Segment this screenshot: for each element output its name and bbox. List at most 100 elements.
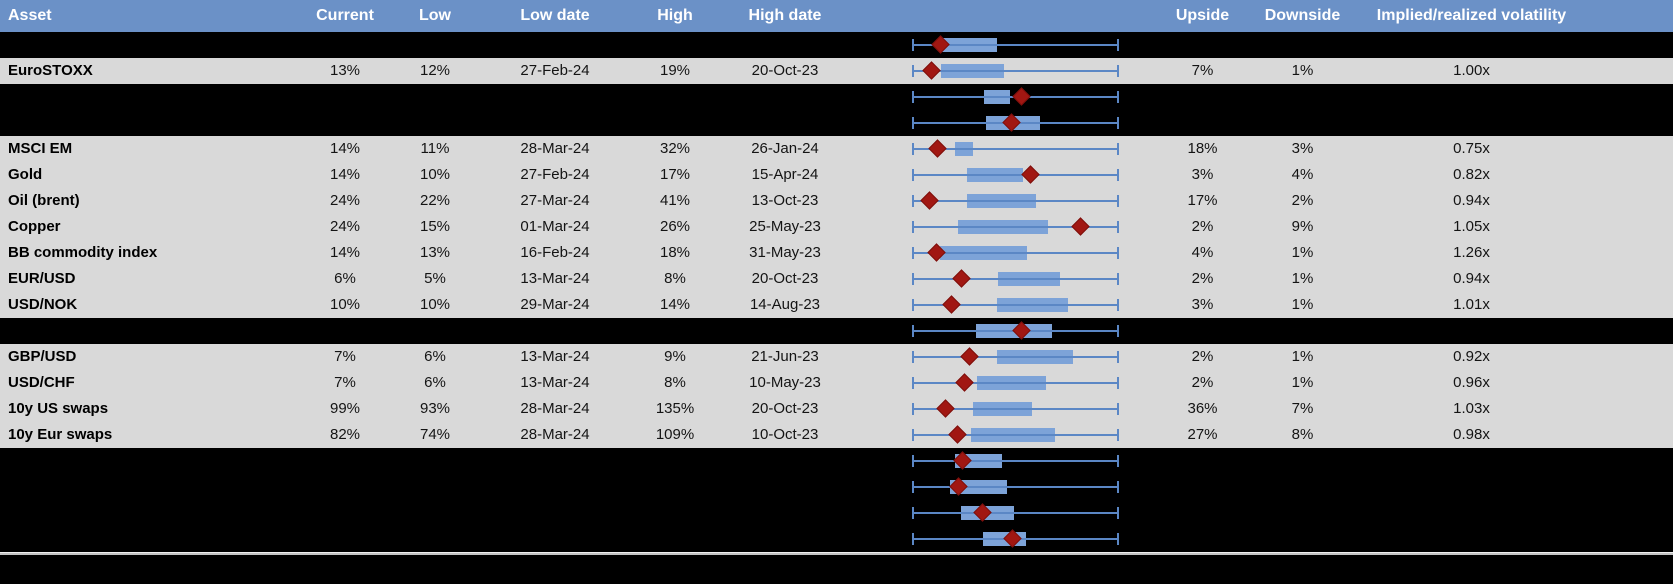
cell-high-date[interactable] <box>710 84 860 110</box>
cell-asset[interactable] <box>0 84 290 110</box>
cell-boxplot[interactable] <box>860 292 1160 318</box>
cell-low[interactable]: 93% <box>419 400 451 417</box>
cell-downside[interactable] <box>1245 32 1360 58</box>
cell-high[interactable]: 19% <box>659 62 691 79</box>
cell-low[interactable] <box>400 474 470 500</box>
cell-implied-realized[interactable] <box>1360 84 1673 110</box>
cell-asset[interactable]: MSCI EM <box>8 140 73 157</box>
cell-boxplot[interactable] <box>860 266 1160 292</box>
cell-downside[interactable]: 8% <box>1291 426 1314 443</box>
cell-current[interactable]: 24% <box>329 192 361 209</box>
cell-boxplot[interactable] <box>860 240 1160 266</box>
cell-current[interactable] <box>290 500 400 526</box>
cell-low-date[interactable]: 28-Mar-24 <box>520 140 590 157</box>
cell-high[interactable]: 18% <box>659 244 691 261</box>
cell-asset[interactable] <box>0 110 290 136</box>
cell-boxplot[interactable] <box>860 422 1160 448</box>
cell-boxplot[interactable] <box>860 396 1160 422</box>
cell-low[interactable] <box>400 526 470 552</box>
cell-low-date[interactable]: 13-Mar-24 <box>520 374 590 391</box>
cell-high-date[interactable]: 20-Oct-23 <box>751 62 819 79</box>
cell-upside[interactable]: 17% <box>1187 192 1218 209</box>
cell-implied-realized[interactable]: 1.05x <box>1453 218 1490 235</box>
cell-current[interactable] <box>290 318 400 344</box>
cell-downside[interactable]: 1% <box>1291 296 1314 313</box>
cell-high[interactable] <box>640 448 710 474</box>
cell-low-date[interactable] <box>470 448 640 474</box>
cell-upside[interactable] <box>1160 448 1245 474</box>
cell-low-date[interactable] <box>470 318 640 344</box>
cell-high[interactable]: 8% <box>664 270 686 287</box>
cell-high-date[interactable] <box>710 32 860 58</box>
cell-low[interactable]: 13% <box>419 244 451 261</box>
cell-boxplot[interactable] <box>860 136 1160 162</box>
cell-current[interactable]: 10% <box>329 296 361 313</box>
cell-downside[interactable]: 1% <box>1291 62 1314 79</box>
cell-upside[interactable]: 2% <box>1191 218 1214 235</box>
cell-downside[interactable] <box>1245 474 1360 500</box>
cell-boxplot[interactable] <box>860 110 1160 136</box>
cell-upside[interactable] <box>1160 84 1245 110</box>
cell-implied-realized[interactable] <box>1360 500 1673 526</box>
cell-high-date[interactable] <box>710 448 860 474</box>
cell-current[interactable]: 82% <box>329 426 361 443</box>
cell-downside[interactable]: 1% <box>1291 348 1314 365</box>
cell-low[interactable]: 5% <box>424 270 446 287</box>
cell-low-date[interactable]: 27-Feb-24 <box>520 166 590 183</box>
cell-downside[interactable] <box>1245 84 1360 110</box>
cell-high[interactable] <box>640 32 710 58</box>
cell-asset[interactable]: 10y US swaps <box>8 400 109 417</box>
cell-low[interactable]: 15% <box>419 218 451 235</box>
cell-low[interactable] <box>400 448 470 474</box>
cell-low[interactable]: 10% <box>419 296 451 313</box>
header-high-date[interactable]: High date <box>748 7 822 24</box>
cell-asset[interactable] <box>0 474 290 500</box>
cell-low[interactable] <box>400 500 470 526</box>
cell-high-date[interactable] <box>710 474 860 500</box>
cell-downside[interactable]: 1% <box>1291 374 1314 391</box>
cell-implied-realized[interactable]: 0.92x <box>1453 348 1490 365</box>
cell-asset[interactable] <box>0 448 290 474</box>
cell-downside[interactable]: 1% <box>1291 244 1314 261</box>
cell-implied-realized[interactable]: 0.98x <box>1453 426 1490 443</box>
cell-low-date[interactable]: 29-Mar-24 <box>520 296 590 313</box>
cell-downside[interactable] <box>1245 318 1360 344</box>
cell-low[interactable]: 6% <box>424 374 446 391</box>
cell-low[interactable] <box>400 110 470 136</box>
cell-high[interactable]: 32% <box>659 140 691 157</box>
cell-implied-realized[interactable]: 1.03x <box>1453 400 1490 417</box>
cell-downside[interactable] <box>1245 500 1360 526</box>
header-upside[interactable]: Upside <box>1175 7 1230 24</box>
cell-low-date[interactable] <box>470 84 640 110</box>
cell-asset[interactable] <box>0 500 290 526</box>
cell-boxplot[interactable] <box>860 32 1160 58</box>
cell-implied-realized[interactable]: 1.01x <box>1453 296 1490 313</box>
cell-current[interactable]: 14% <box>329 244 361 261</box>
cell-high[interactable] <box>640 474 710 500</box>
cell-implied-realized[interactable] <box>1360 110 1673 136</box>
cell-downside[interactable]: 7% <box>1291 400 1314 417</box>
cell-asset[interactable]: Oil (brent) <box>8 192 80 209</box>
cell-low-date[interactable]: 28-Mar-24 <box>520 400 590 417</box>
header-current[interactable]: Current <box>316 7 374 24</box>
cell-low-date[interactable] <box>470 500 640 526</box>
cell-low[interactable] <box>400 32 470 58</box>
cell-upside[interactable]: 2% <box>1191 270 1214 287</box>
cell-boxplot[interactable] <box>860 526 1160 552</box>
header-low[interactable]: Low <box>419 7 451 24</box>
cell-low-date[interactable] <box>470 526 640 552</box>
cell-high[interactable] <box>640 110 710 136</box>
cell-boxplot[interactable] <box>860 500 1160 526</box>
cell-boxplot[interactable] <box>860 162 1160 188</box>
cell-high-date[interactable] <box>710 318 860 344</box>
cell-boxplot[interactable] <box>860 370 1160 396</box>
cell-boxplot[interactable] <box>860 448 1160 474</box>
cell-high-date[interactable]: 13-Oct-23 <box>751 192 819 209</box>
cell-high-date[interactable]: 25-May-23 <box>749 218 821 235</box>
cell-current[interactable] <box>290 32 400 58</box>
cell-upside[interactable]: 4% <box>1191 244 1214 261</box>
cell-upside[interactable] <box>1160 474 1245 500</box>
cell-high-date[interactable] <box>710 526 860 552</box>
cell-boxplot[interactable] <box>860 188 1160 214</box>
cell-upside[interactable] <box>1160 526 1245 552</box>
